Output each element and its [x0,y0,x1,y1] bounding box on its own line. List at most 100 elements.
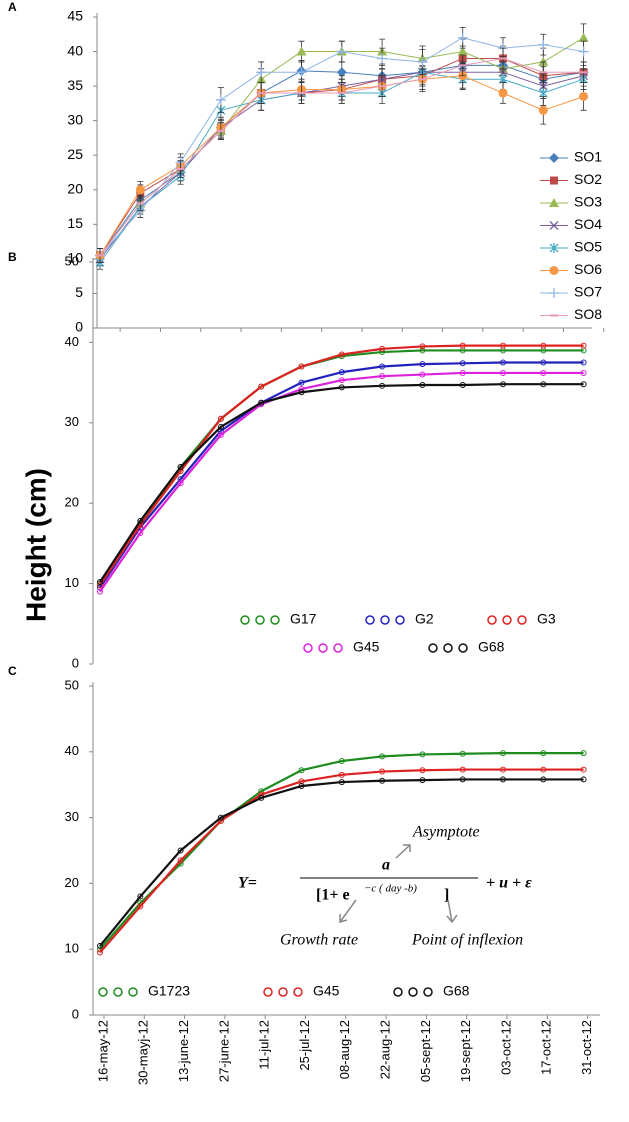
marker [498,88,508,98]
x-tick-label: 22-aug-12 [378,1020,393,1079]
panel-label: B [8,250,17,264]
legend-marker [549,221,559,230]
marker [215,94,226,105]
x-tick-label: 31-oct-12 [579,1020,594,1075]
legend-marker [549,243,559,253]
x-tick-label: 13-june-12 [176,1020,191,1082]
legend-marker [113,987,123,997]
fit-curve [99,371,584,593]
annotation: Growth rate [280,932,358,949]
x-tick-label: 05-sept-12 [418,1020,433,1082]
arrows [339,844,458,924]
y-tick-label: 30 [65,809,79,824]
y-tick-label: 5 [75,284,83,300]
y-tick-label: 30 [65,414,79,429]
legend-marker [428,643,438,653]
marker [579,91,589,101]
point [137,517,144,524]
marker [578,32,589,42]
marker [578,46,589,57]
point [217,431,224,438]
marker [417,56,428,67]
annotation: Point of inflexion [411,932,523,949]
legend-label: G1723 [148,983,190,999]
fit-curve [99,361,584,589]
y-tick-label: 50 [65,677,79,692]
annotation: −c ( day -b) [364,883,417,895]
marker [538,105,548,115]
legend-label: SO7 [574,284,602,300]
point [177,480,184,487]
legend-marker [303,643,313,653]
marker [296,46,307,56]
point [217,415,224,422]
legend-marker [395,615,405,625]
legend-label: G68 [478,639,505,655]
legend-marker [408,987,418,997]
legend-marker [550,176,558,185]
legend-marker [487,615,497,625]
legend-label: G17 [290,611,317,627]
x-tick-label: 25-jul-12 [297,1020,312,1071]
point [177,847,184,854]
legend-label: G45 [353,639,380,655]
legend-marker [443,643,453,653]
y-tick-label: 40 [67,42,83,58]
annotation: a [382,857,390,874]
legend-marker [517,615,527,625]
legend-label: SO5 [574,239,602,255]
y-tick-label: 40 [65,743,79,758]
legend-marker [278,987,288,997]
legend-label: SO6 [574,261,602,277]
point [177,464,184,471]
legend-marker [128,987,138,997]
y-tick-label: 20 [65,875,79,890]
legend-marker [549,198,559,207]
point [97,582,103,589]
point [137,903,144,910]
legend-label: SO1 [574,149,602,165]
x-tick-label: 17-oct-12 [539,1020,554,1075]
legend-marker [333,643,343,653]
marker [296,67,307,78]
point [258,383,265,390]
legend-marker [365,615,375,625]
point [97,942,103,949]
marker [538,39,549,50]
marker [336,67,347,78]
x-tick-label: 16-may-12 [95,1020,110,1082]
y-tick-label: 50 [65,253,79,268]
annotation: Asymptote [412,824,480,841]
legend-marker [380,615,390,625]
x-tick-label: 08-aug-12 [337,1020,352,1079]
y-tick-label: 10 [65,575,79,590]
annotation: + u + ε [486,875,532,892]
legend-label: G2 [415,611,434,627]
legend-marker [423,987,433,997]
y-tick-label: 20 [65,495,79,510]
x-tick-label: 03-oct-12 [498,1020,513,1075]
legend-marker [549,288,559,298]
legend-marker [549,153,559,163]
y-tick-label: 10 [65,941,79,956]
point [97,578,103,585]
x-tick-label: 19-sept-12 [458,1020,473,1082]
fit-curve [99,778,584,947]
legend-marker [98,987,108,997]
marker [457,32,468,43]
x-tick-label: 27-june-12 [216,1020,231,1082]
x-tick-label: 11-jul-12 [257,1020,272,1070]
legend-label: G3 [537,611,556,627]
legend-marker [293,987,303,997]
y-tick-label: 15 [67,215,83,231]
annotation: ] [444,887,449,904]
y-tick-label: 20 [67,180,83,196]
legend-marker [270,615,280,625]
annotation: [1+ e [316,887,350,904]
x-tick-label: 30-mayj-12 [136,1020,151,1085]
legend-label: SO2 [574,171,602,187]
marker [135,185,145,195]
marker [377,53,388,64]
y-tick-label: 0 [72,655,79,670]
